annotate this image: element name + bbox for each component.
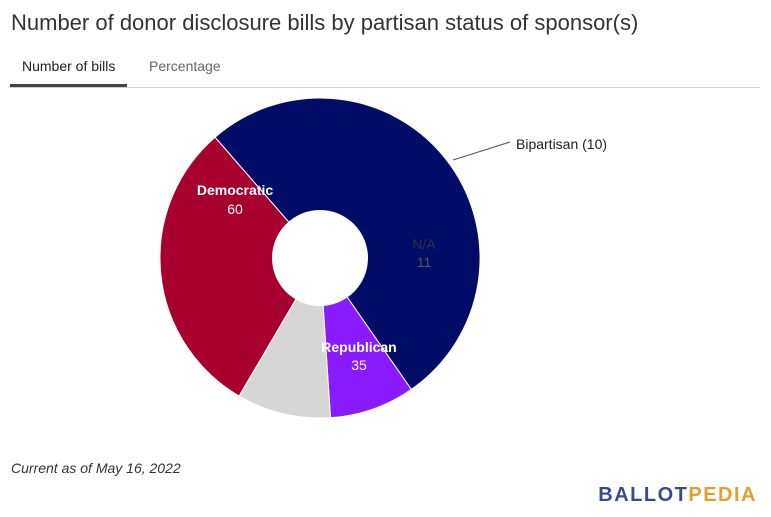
ballotpedia-logo: BALLOTPEDIA <box>598 484 757 507</box>
logo-part-ballot: BALLOT <box>598 484 689 506</box>
tab-percentage[interactable]: Percentage <box>149 58 221 74</box>
chart-title: Number of donor disclosure bills by part… <box>11 10 639 35</box>
slice-republican[interactable] <box>159 136 321 397</box>
tab-number-of-bills[interactable]: Number of bills <box>10 50 128 87</box>
logo-part-pedia: PEDIA <box>688 484 757 506</box>
footnote: Current as of May 16, 2022 <box>11 460 181 476</box>
bipartisan-callout-label: Bipartisan (10) <box>516 136 607 152</box>
slice-value-republican: 35 <box>351 357 367 373</box>
slice-label-democratic: Democratic <box>197 182 273 198</box>
donut-hole <box>272 210 368 306</box>
slice-value-democratic: 60 <box>227 201 243 217</box>
view-tabs: Number of bills Percentage <box>10 50 760 88</box>
bipartisan-callout-line <box>452 141 511 161</box>
slice-label-na: N/A <box>412 236 436 252</box>
slice-value-na: 11 <box>417 254 432 270</box>
slice-label-republican: Republican <box>321 339 396 355</box>
donut-chart: Bipartisan (10) Democratic 60 N/A 11 Rep… <box>159 97 607 419</box>
